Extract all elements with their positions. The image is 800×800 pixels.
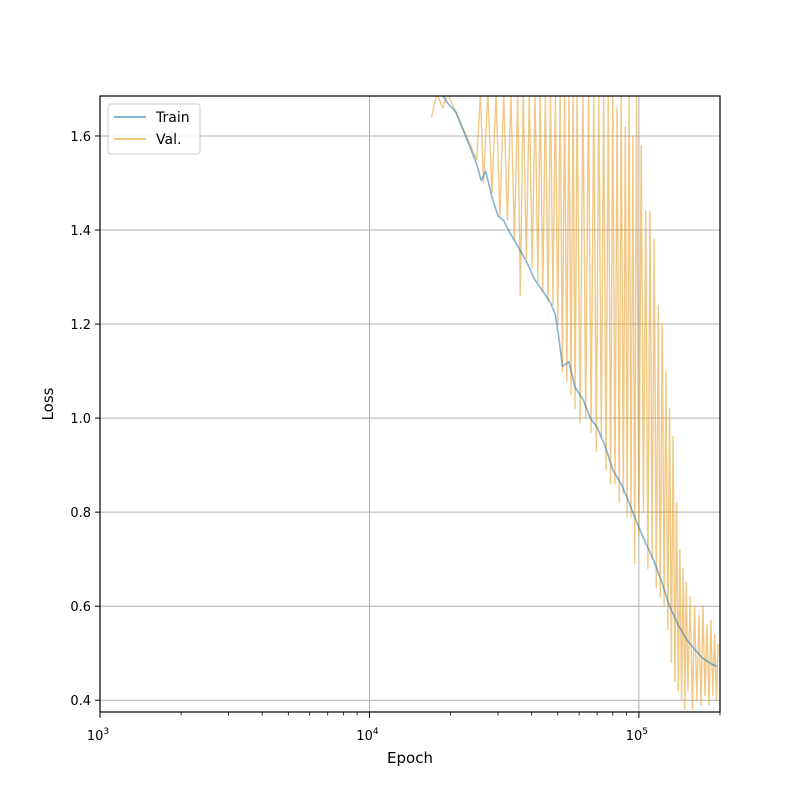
legend: Train Val. xyxy=(107,103,201,155)
grid-lines xyxy=(100,96,720,712)
legend-label: Train xyxy=(155,110,190,126)
legend-label: Val. xyxy=(156,132,181,148)
y-tick-label: 1.0 xyxy=(70,412,91,427)
y-tick-label: 1.6 xyxy=(70,130,91,145)
x-tick-label: 103 xyxy=(87,727,109,744)
y-tick-label: 1.2 xyxy=(70,318,91,333)
series-line-val xyxy=(430,96,719,711)
y-tick-label: 0.4 xyxy=(70,694,91,709)
y-tick-label: 0.6 xyxy=(70,600,91,615)
axis-ticks: 0.4 0.6 0.8 1.0 1.2 1.4 1.6 103 104 105 xyxy=(70,130,721,744)
x-tick-label: 105 xyxy=(626,727,648,744)
y-tick-label: 0.8 xyxy=(70,506,91,521)
y-tick-label: 1.4 xyxy=(70,224,91,239)
plot-frame xyxy=(99,95,721,713)
series-line-train xyxy=(442,96,718,668)
x-tick-label: 104 xyxy=(356,727,379,744)
x-axis-label: Epoch xyxy=(387,749,433,767)
y-axis-label: Loss xyxy=(39,387,57,420)
series-layer xyxy=(430,96,719,711)
